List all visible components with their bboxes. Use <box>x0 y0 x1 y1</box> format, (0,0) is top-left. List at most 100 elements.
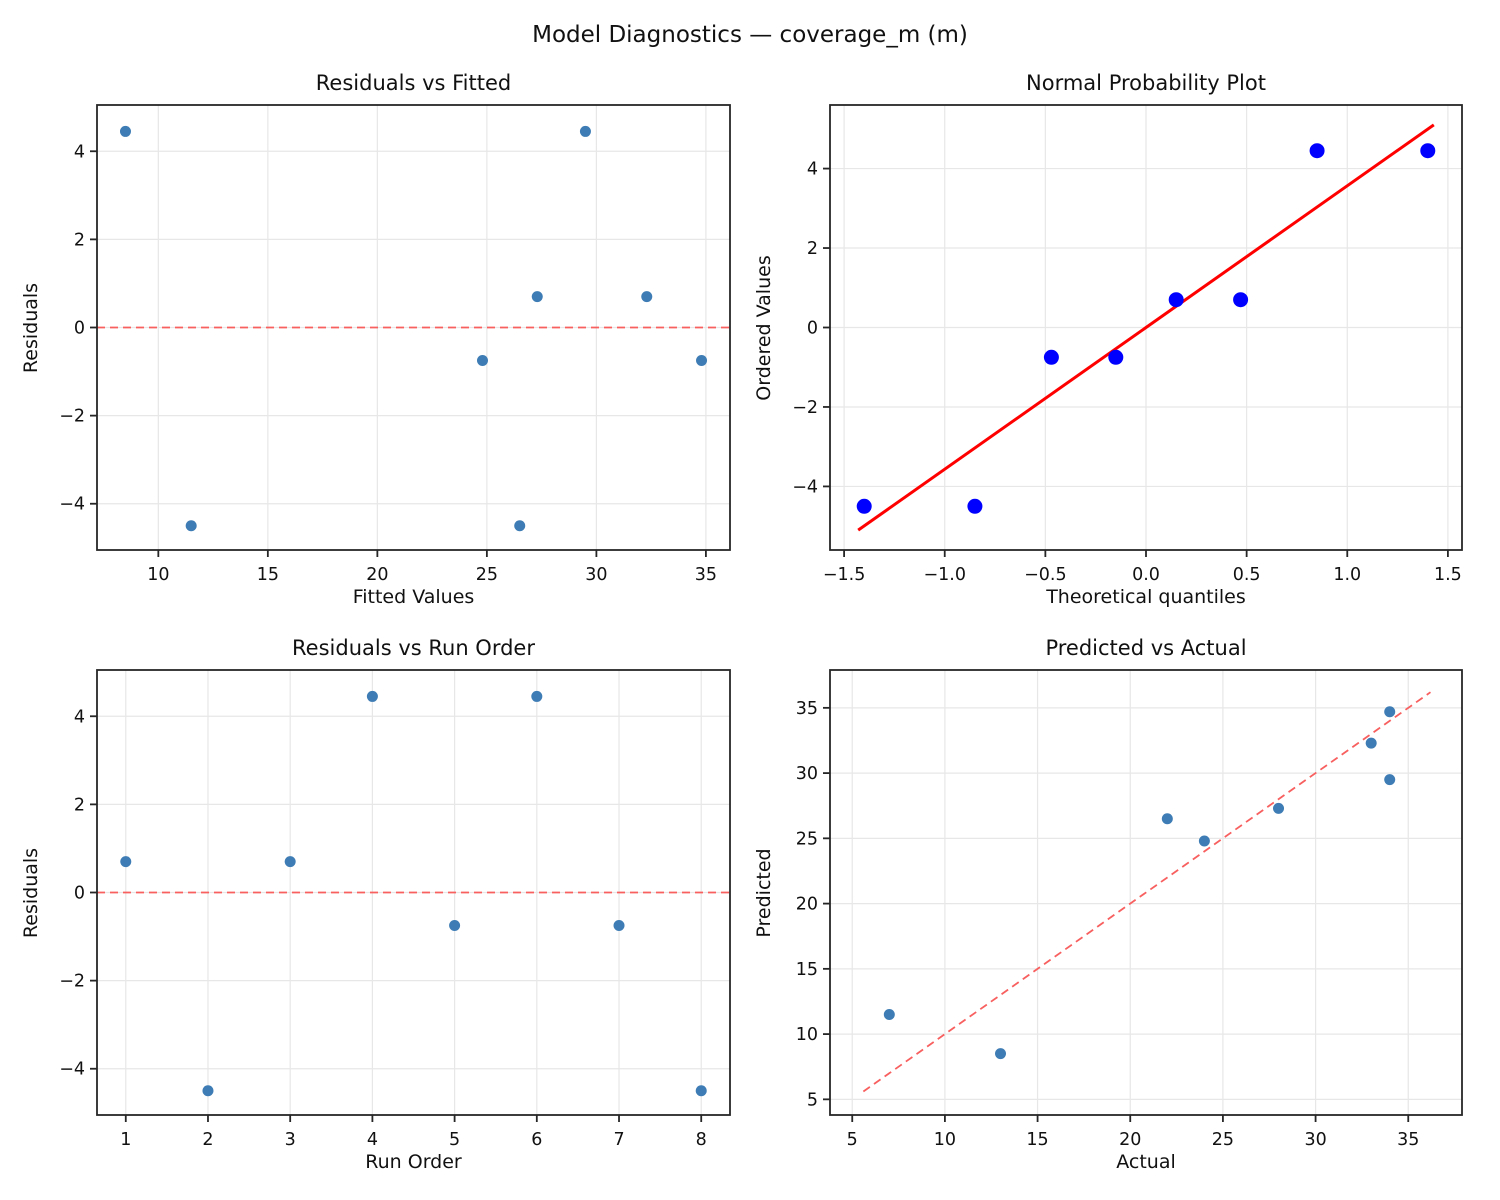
x-tick-label: 8 <box>696 1130 707 1150</box>
axis-ticks <box>90 150 707 557</box>
data-point <box>1420 143 1436 159</box>
y-tick-label: 0 <box>74 884 85 904</box>
x-tick-label: 20 <box>1119 1130 1141 1150</box>
panel-predicted-vs-actual: Predicted vs Actual Predicted 5 10 15 20 25 3… <box>753 636 1463 1173</box>
data-point <box>449 920 461 932</box>
plot-title-residuals-vs-fitted: Residuals vs Fitted <box>315 71 512 95</box>
y-tick-label: −4 <box>792 477 818 497</box>
x-axis-label-run-order: Run Order <box>365 1151 462 1173</box>
data-points <box>856 143 1436 514</box>
data-point <box>1168 292 1184 308</box>
gridlines <box>830 670 1462 1115</box>
y-tick-label: 4 <box>74 142 85 162</box>
data-point <box>1043 349 1059 365</box>
x-tick-label: 5 <box>847 1130 858 1150</box>
x-tick-label: 1.0 <box>1333 565 1361 585</box>
plot-title-normal-probability: Normal Probability Plot <box>1026 71 1266 95</box>
x-tick-label: 35 <box>695 565 717 585</box>
y-tick-label: 2 <box>74 230 85 250</box>
y-tick-label: 4 <box>74 707 85 727</box>
plot-title-predicted-vs-actual: Predicted vs Actual <box>1045 636 1247 660</box>
data-point <box>1233 292 1249 308</box>
y-tick-label: 20 <box>796 895 818 915</box>
data-points <box>883 706 1396 1060</box>
normal-probability-plot-canvas: −1.5 −1.0 −0.5 0.0 0.5 1.0 1.5 −4 −2 0 2 4 <box>792 104 1463 585</box>
data-point <box>119 125 131 137</box>
x-tick-label: 30 <box>585 565 607 585</box>
identity-line <box>862 691 1432 1093</box>
data-point <box>1161 813 1173 825</box>
data-point <box>1384 706 1396 718</box>
y-tick-label: 4 <box>807 160 818 180</box>
data-point <box>185 520 197 532</box>
y-tick-label: 35 <box>796 699 818 719</box>
data-points <box>120 690 707 1097</box>
x-tick-label: −0.5 <box>1024 565 1067 585</box>
data-point <box>1365 737 1377 749</box>
y-tick-label: 2 <box>807 239 818 259</box>
plot-spines <box>829 669 1463 1116</box>
data-points <box>119 125 708 532</box>
panel-normal-probability-plot: Normal Probability Plot Ordered Values −… <box>753 71 1463 608</box>
y-tick-label: 0 <box>807 319 818 339</box>
x-tick-label: 2 <box>202 1130 213 1150</box>
data-point <box>695 1085 707 1097</box>
axis-ticks <box>823 706 1410 1122</box>
x-tick-label: 0.0 <box>1132 565 1160 585</box>
data-point <box>696 355 708 367</box>
x-tick-label: 6 <box>531 1130 542 1150</box>
data-point <box>202 1085 214 1097</box>
x-axis-label-theoretical-quantiles: Theoretical quantiles <box>1046 586 1246 608</box>
data-point <box>883 1009 895 1021</box>
y-tick-label: −4 <box>59 1060 85 1080</box>
x-tick-label: 15 <box>1026 1130 1048 1150</box>
data-point <box>531 291 543 303</box>
y-tick-label: −2 <box>59 407 85 427</box>
data-point <box>1108 349 1124 365</box>
data-point <box>284 856 296 868</box>
x-tick-label: 25 <box>1212 1130 1234 1150</box>
x-tick-label: 20 <box>366 565 388 585</box>
x-axis-label-fitted-values: Fitted Values <box>352 586 475 608</box>
plot-title-residuals-vs-run-order: Residuals vs Run Order <box>292 636 535 660</box>
data-point <box>613 920 625 932</box>
y-tick-label: 5 <box>807 1090 818 1110</box>
tick-labels: 5 10 15 20 25 30 35 5 10 15 20 25 30 35 <box>796 699 1420 1150</box>
residuals-vs-run-order-plot-canvas: 1 2 3 4 5 6 7 8 −4 −2 0 2 4 <box>59 669 731 1150</box>
x-tick-label: 15 <box>257 565 279 585</box>
data-point <box>366 690 378 702</box>
gridlines <box>830 105 1462 550</box>
tick-labels: 10 15 20 25 30 35 −4 −2 0 2 4 <box>59 142 717 585</box>
y-tick-label: 0 <box>74 319 85 339</box>
tick-labels: −1.5 −1.0 −0.5 0.0 0.5 1.0 1.5 −4 −2 0 2 4 <box>792 160 1462 585</box>
y-tick-label: −2 <box>792 398 818 418</box>
data-point <box>476 355 488 367</box>
normal-fit-line <box>857 123 1435 532</box>
data-point <box>531 690 543 702</box>
data-point <box>1273 802 1285 814</box>
axis-ticks <box>823 167 1449 557</box>
data-point <box>1198 835 1210 847</box>
x-tick-label: 5 <box>449 1130 460 1150</box>
data-point <box>641 291 653 303</box>
predicted-vs-actual-plot-canvas: 5 10 15 20 25 30 35 5 10 15 20 25 30 35 <box>796 669 1463 1150</box>
data-point <box>856 498 872 514</box>
x-tick-label: 30 <box>1304 1130 1326 1150</box>
data-point <box>120 856 132 868</box>
x-tick-label: 3 <box>285 1130 296 1150</box>
x-tick-label: −1.5 <box>823 565 866 585</box>
y-tick-label: −2 <box>59 972 85 992</box>
data-point <box>1384 774 1396 786</box>
x-tick-label: 10 <box>934 1130 956 1150</box>
x-tick-label: 0.5 <box>1233 565 1261 585</box>
x-tick-label: 1.5 <box>1434 565 1462 585</box>
x-tick-label: 35 <box>1397 1130 1419 1150</box>
data-point <box>967 498 983 514</box>
x-axis-label-actual: Actual <box>1116 1151 1176 1173</box>
y-tick-label: 10 <box>796 1025 818 1045</box>
x-tick-label: 10 <box>147 565 169 585</box>
x-tick-label: 4 <box>367 1130 378 1150</box>
panel-residuals-vs-fitted: Residuals vs Fitted Residuals 10 15 20 25 30… <box>20 71 731 608</box>
y-tick-label: 2 <box>74 795 85 815</box>
